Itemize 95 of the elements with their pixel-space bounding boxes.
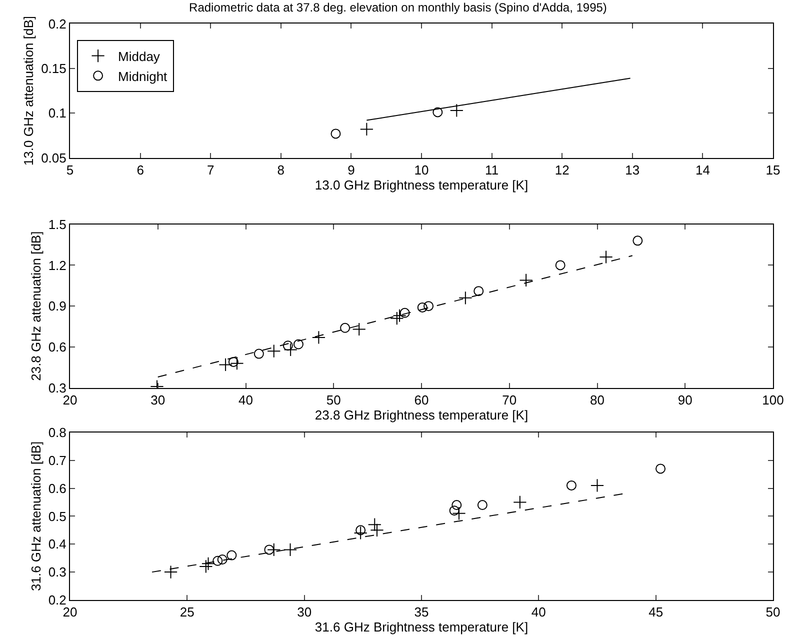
point xyxy=(599,250,613,264)
point xyxy=(352,322,366,336)
point xyxy=(164,565,178,579)
x-tick-label: 5 xyxy=(66,162,74,178)
y-axis-title: 23.8 GHz attenuation [dB] xyxy=(28,231,44,381)
point xyxy=(201,556,216,570)
point xyxy=(340,322,350,333)
point xyxy=(226,550,237,560)
x-tick-label: 13 xyxy=(625,162,640,178)
y-tick-label: 1.2 xyxy=(48,258,66,273)
point xyxy=(354,526,368,540)
y-tick-label: 0.4 xyxy=(48,536,66,552)
point xyxy=(566,480,576,490)
point xyxy=(312,330,326,344)
x-tick-label: 100 xyxy=(762,392,784,408)
point xyxy=(477,500,488,510)
x-tick-label: 50 xyxy=(326,392,341,408)
point xyxy=(370,523,384,537)
point xyxy=(519,273,533,287)
x-tick-label: 7 xyxy=(206,162,214,178)
x-tick-label: 11 xyxy=(485,162,499,178)
y-tick-label: 0.9 xyxy=(48,298,66,314)
point xyxy=(632,236,643,246)
x-tick-label: 45 xyxy=(648,604,664,620)
y-axis-title: 31.6 GHz attenuation [dB] xyxy=(28,441,44,591)
point xyxy=(424,301,434,312)
point xyxy=(264,544,274,555)
x-tick-label: 80 xyxy=(590,392,604,408)
x-tick-label: 15 xyxy=(766,162,780,178)
point xyxy=(390,312,404,326)
point xyxy=(218,358,232,372)
x-tick-label: 6 xyxy=(136,162,144,178)
x-tick-label: 30 xyxy=(150,392,166,408)
legend-label: Midnight xyxy=(118,68,168,84)
x-tick-label: 40 xyxy=(238,392,253,408)
y-axis-title: 13.0 GHz attenuation [dB] xyxy=(21,16,36,166)
point xyxy=(400,308,410,318)
point xyxy=(212,556,223,566)
x-tick-label: 60 xyxy=(414,392,429,408)
x-tick-label: 8 xyxy=(277,162,285,178)
x-tick-label: 50 xyxy=(766,604,780,620)
point xyxy=(267,542,281,557)
y-tick-label: 0.6 xyxy=(48,480,66,496)
x-tick-label: 35 xyxy=(414,604,429,620)
point xyxy=(254,348,264,359)
x-axis-title: 31.6 GHz Brightness temperature [K] xyxy=(314,620,528,635)
point xyxy=(555,260,566,270)
point xyxy=(330,128,341,139)
x-axis-title: 23.8 GHz Brightness temperature [K] xyxy=(314,407,528,422)
point xyxy=(283,542,298,557)
x-tick-label: 90 xyxy=(678,392,692,408)
point xyxy=(217,554,228,564)
x-tick-label: 40 xyxy=(531,604,546,620)
x-tick-label: 70 xyxy=(502,392,517,408)
x-tick-label: 30 xyxy=(297,604,312,620)
y-tick-label: 0.8 xyxy=(48,424,66,440)
point xyxy=(432,107,443,118)
point xyxy=(360,122,374,136)
y-tick-label: 0.15 xyxy=(41,60,66,76)
y-tick-label: 0.1 xyxy=(48,106,66,121)
point xyxy=(452,500,462,510)
point xyxy=(267,344,281,358)
point xyxy=(282,340,293,351)
y-tick-label: 0.2 xyxy=(48,16,66,32)
point xyxy=(452,506,466,520)
point xyxy=(656,464,666,474)
y-tick-label: 0.6 xyxy=(48,340,66,355)
point xyxy=(368,518,382,532)
point xyxy=(417,302,428,312)
x-tick-label: 12 xyxy=(554,162,570,178)
chart-title: Radiometric data at 37.8 deg. elevation on monthly basis (Spino d'Adda, 1995) xyxy=(189,0,607,15)
x-tick-label: 14 xyxy=(695,162,710,178)
point xyxy=(293,339,304,350)
x-tick-label: 9 xyxy=(348,162,355,178)
point xyxy=(449,506,460,516)
point xyxy=(590,478,604,492)
point xyxy=(474,286,484,296)
y-tick-label: 0.5 xyxy=(48,508,66,524)
point xyxy=(450,104,464,118)
point xyxy=(228,356,238,367)
x-axis-title: 13.0 GHz Brightness temperature [K] xyxy=(314,177,528,192)
point xyxy=(356,525,366,536)
legend-label: Midday xyxy=(118,48,160,64)
x-tick-label: 10 xyxy=(414,162,429,178)
point xyxy=(230,356,244,370)
x-tick-label: 25 xyxy=(180,604,194,620)
point xyxy=(513,495,527,510)
point xyxy=(458,291,472,305)
point xyxy=(392,308,406,322)
point xyxy=(199,560,213,574)
y-tick-label: 1.5 xyxy=(48,216,66,232)
y-tick-label: 0.3 xyxy=(48,564,66,580)
y-tick-label: 0.7 xyxy=(48,452,66,468)
y-tick-label: 0.05 xyxy=(41,150,66,166)
point xyxy=(284,342,298,357)
